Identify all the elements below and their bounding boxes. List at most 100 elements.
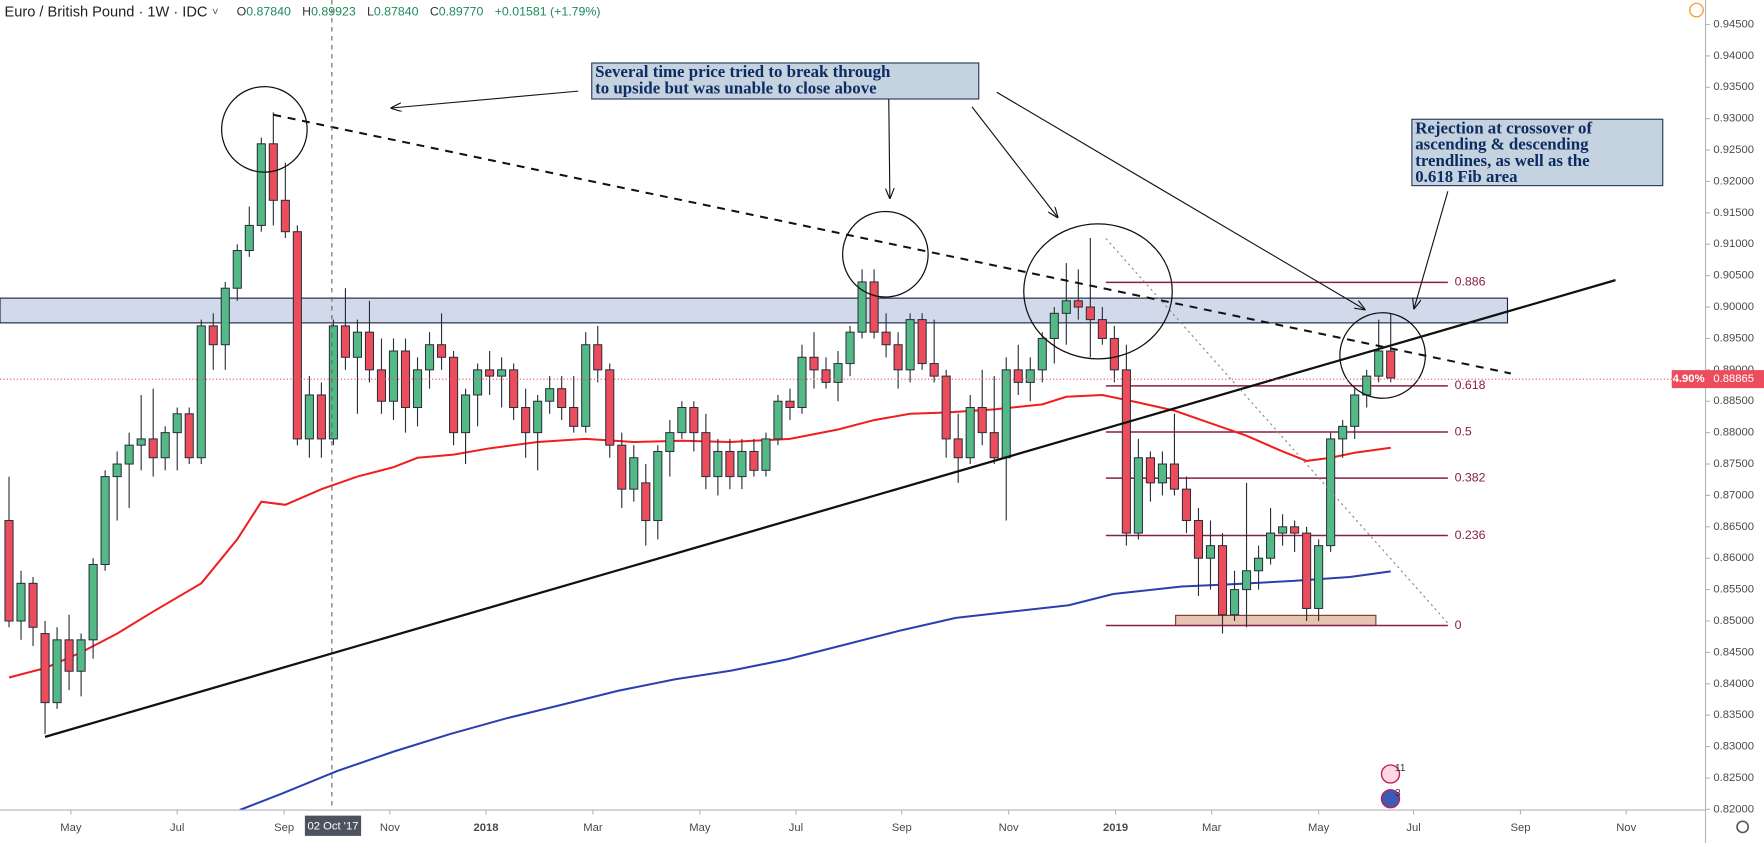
- x-tick-label: Jul: [170, 822, 184, 834]
- badge-icon[interactable]: [1380, 789, 1401, 809]
- moving-average: [239, 570, 1391, 811]
- x-tick-label: Nov: [380, 822, 400, 834]
- candle-body: [833, 363, 843, 383]
- y-tick-label: 0.90500: [1713, 270, 1754, 282]
- y-tick-label: 0.85000: [1713, 615, 1754, 627]
- change-text: 4.90%: [1673, 373, 1705, 385]
- x-tick-label: May: [1308, 822, 1330, 834]
- candle-body: [1205, 545, 1216, 559]
- candle-body: [1133, 457, 1143, 534]
- candle-body: [449, 356, 459, 434]
- fib-label: 0: [1455, 618, 1462, 632]
- candle-body: [1169, 463, 1180, 490]
- annotation-box: [1411, 118, 1664, 187]
- candle-body: [605, 369, 615, 446]
- arrow: [996, 91, 1365, 309]
- candle-body: [521, 407, 531, 434]
- x-tick-label: Sep: [892, 822, 912, 834]
- symbol: Euro / British Pound · 1W · IDC: [5, 4, 208, 20]
- candle-body: [1073, 300, 1083, 308]
- y-tick-label: 0.83000: [1713, 741, 1754, 753]
- annotation-text: Several time price tried to break throug…: [595, 62, 891, 81]
- candle-body: [869, 281, 879, 333]
- candle-body: [52, 639, 62, 704]
- arrow: [1414, 191, 1449, 308]
- time-axis-bg: [0, 810, 1764, 843]
- candle-body: [1241, 570, 1252, 591]
- candle-body: [412, 369, 423, 409]
- y-tick-label: 0.91000: [1713, 238, 1754, 250]
- highlight-circle: [842, 210, 929, 298]
- price-axis-bg: [1705, 0, 1764, 843]
- badge-count: 11: [1395, 763, 1406, 774]
- candle-body: [328, 325, 338, 440]
- candle-body: [1013, 369, 1023, 383]
- candle-body: [689, 407, 699, 434]
- candle-body: [1326, 438, 1336, 547]
- candle-body: [136, 438, 146, 446]
- highlight-circle: [1023, 223, 1173, 360]
- candle-body: [557, 388, 567, 409]
- x-tick-label: Nov: [1616, 822, 1636, 834]
- candle-body: [725, 450, 735, 478]
- candle-body: [244, 224, 254, 252]
- candle-body: [172, 413, 182, 434]
- candle-body: [1061, 300, 1071, 314]
- y-tick-label: 0.84000: [1713, 678, 1754, 690]
- candle-body: [1193, 520, 1204, 559]
- resistance-zone: [0, 297, 1509, 324]
- legend-value: 0.87840: [374, 5, 419, 19]
- candle-body: [148, 438, 158, 459]
- candle-body: [388, 350, 399, 402]
- y-tick-label: 0.90000: [1713, 301, 1754, 313]
- annotation-text: Rejection at crossover of: [1415, 118, 1592, 137]
- candle-body: [76, 639, 86, 672]
- x-tick-label: May: [689, 822, 711, 834]
- legend-value: 0.87840: [246, 5, 291, 19]
- annotation-text: ascending & descending: [1415, 135, 1589, 154]
- candle-body: [857, 281, 867, 333]
- candle-body: [1145, 457, 1155, 484]
- legend-change: +0.01581 (+1.79%): [495, 5, 601, 19]
- legend-key: C: [430, 5, 439, 19]
- candle-body: [809, 356, 819, 371]
- candle-body: [1181, 488, 1192, 522]
- candle-body: [617, 444, 627, 490]
- candle-body: [160, 432, 170, 459]
- alert-icon[interactable]: [1689, 2, 1704, 18]
- candle-body: [40, 633, 50, 704]
- last-price-badge: [1705, 370, 1764, 389]
- candle-body: [773, 400, 783, 440]
- candle-body: [1302, 532, 1312, 609]
- candle-body: [917, 319, 927, 365]
- candle-body: [340, 325, 350, 358]
- fib-label: 0.618: [1455, 378, 1486, 392]
- candle-body: [124, 444, 134, 465]
- crosshair-label-bg: [304, 815, 362, 836]
- fib-label: 0.382: [1455, 470, 1486, 484]
- x-tick-label: Sep: [274, 822, 294, 834]
- candle-body: [785, 400, 795, 409]
- candle-body: [424, 344, 435, 371]
- annotation-text: to upside but was unable to close above: [595, 78, 877, 97]
- candle-body: [509, 369, 519, 409]
- candle-body: [1049, 312, 1059, 339]
- settings-icon[interactable]: [1736, 820, 1750, 834]
- candle-body: [473, 369, 483, 396]
- dropdown-caret[interactable]: ˅: [212, 6, 219, 18]
- y-tick-label: 0.82000: [1713, 803, 1754, 815]
- candle-body: [1229, 589, 1240, 616]
- candle-body: [1350, 394, 1360, 427]
- candle-body: [1085, 306, 1095, 321]
- badge-icon[interactable]: [1380, 764, 1401, 784]
- candle-body: [232, 250, 242, 289]
- legend-key: O: [237, 5, 247, 19]
- candle-body: [1290, 526, 1300, 534]
- y-tick-label: 0.94000: [1713, 50, 1754, 62]
- candle-body: [1121, 369, 1131, 534]
- y-tick-label: 0.87000: [1713, 489, 1754, 501]
- candle-body: [593, 344, 603, 371]
- y-tick-label: 0.89500: [1713, 332, 1754, 344]
- candle-body: [533, 400, 543, 434]
